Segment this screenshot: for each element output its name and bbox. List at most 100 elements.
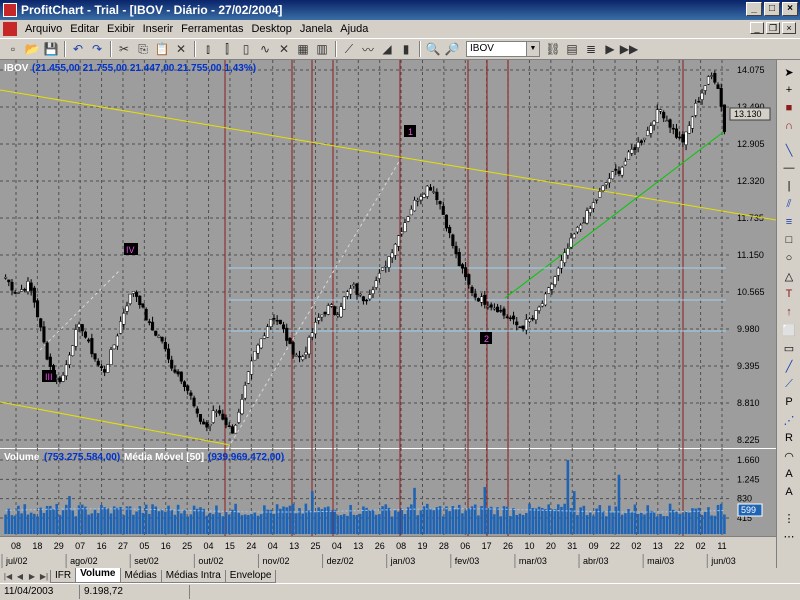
menu-arquivo[interactable]: Arquivo (25, 23, 63, 35)
close-button[interactable]: × (782, 2, 798, 16)
candle-body (716, 84, 720, 89)
label-tool-icon[interactable]: ⬜ (782, 325, 796, 337)
pointer-icon[interactable]: ➤ (784, 67, 794, 79)
candle-body (355, 283, 359, 295)
candle-body (109, 349, 113, 365)
menu-ferramentas[interactable]: Ferramentas (181, 23, 244, 35)
zoom-in-icon[interactable]: 🔍 (425, 42, 441, 56)
tab-nav-last-icon[interactable]: ▶| (39, 572, 49, 581)
volume-bar (250, 514, 253, 534)
buy-marker-icon[interactable]: P (785, 396, 793, 408)
price-tag-icon[interactable]: ▭ (783, 343, 795, 355)
undo-icon[interactable]: ↶ (72, 42, 84, 56)
save-icon[interactable]: 💾 (43, 42, 59, 56)
candle-outline-icon[interactable]: ▯ (242, 42, 250, 56)
tab-nav-next-icon[interactable]: ▶ (28, 572, 36, 581)
symbol-select[interactable]: IBOV ▼ (466, 41, 540, 57)
horizontal-ruler-icon[interactable]: ⋯ (783, 531, 795, 543)
candle-body (662, 112, 666, 119)
scroll-right-end-icon[interactable]: ▶▶ (619, 42, 639, 56)
link-icon[interactable]: ⛓ (545, 42, 561, 56)
mdi-close-button[interactable]: × (782, 22, 796, 34)
line-chart-icon[interactable]: ∿ (259, 42, 271, 56)
document-icon[interactable] (3, 22, 17, 36)
open-icon[interactable]: 📂 (24, 42, 40, 56)
magnet-icon[interactable]: ∩ (785, 120, 793, 132)
volume-chart[interactable]: 1.660 1.245 830 415 Volume (753.275.584,00)… (0, 448, 776, 536)
candle-body (329, 304, 334, 307)
paste-icon[interactable]: 📋 (154, 42, 170, 56)
price-chart[interactable]: 14.075 13.490 12.905 12.320 11.735 11.150 10.5… (0, 60, 776, 448)
menu-editar[interactable]: Editar (70, 23, 100, 35)
grid-icon[interactable]: ▦ (297, 42, 309, 56)
arc-icon[interactable]: ◠ (784, 451, 794, 463)
fibonacci-icon[interactable]: ≡ (785, 216, 793, 228)
quotes-icon[interactable]: ≣ (585, 42, 597, 56)
triangle-icon[interactable]: △ (784, 271, 794, 283)
tab-envelope[interactable]: Envelope (224, 570, 277, 583)
histogram-icon[interactable]: ▮ (402, 42, 410, 56)
wave-line-icon[interactable]: 〰 (361, 42, 374, 57)
volume-bar (633, 504, 637, 534)
redo-icon[interactable]: ↷ (91, 42, 103, 56)
gann-icon[interactable]: A (785, 468, 793, 480)
menu-ajuda[interactable]: Ajuda (340, 23, 369, 35)
text-tool-icon[interactable]: T (785, 288, 793, 300)
tab-nav-prev-icon[interactable]: ◀ (16, 572, 24, 581)
trendline-tool-icon[interactable]: ╲ (785, 145, 793, 157)
candle-body (604, 182, 608, 186)
volume-bar (410, 504, 413, 534)
crosshair-icon[interactable]: + (785, 84, 793, 96)
volume-bar (176, 504, 180, 534)
sell-marker-icon[interactable]: R (785, 432, 793, 444)
title-bar[interactable]: ProfitChart - Trial - [IBOV - Diário - 2… (0, 0, 800, 20)
horizontal-line-icon[interactable]: — (783, 162, 795, 174)
bar-chart-icon[interactable]: ⫾ (206, 41, 210, 56)
channel-tool-icon[interactable]: ⫽ (786, 198, 792, 210)
volume-bars-icon[interactable]: ▥ (316, 42, 328, 56)
volume-bar (266, 509, 269, 534)
scroll-right-icon[interactable]: ▶ (605, 42, 615, 56)
chart-area[interactable]: 14.075 13.490 12.905 12.320 11.735 11.150 10.5… (0, 60, 776, 568)
indicator-icon[interactable]: ✕ (278, 42, 290, 56)
minimize-button[interactable]: _ (746, 2, 762, 16)
trend-line-icon[interactable]: ⟋ (344, 41, 354, 56)
zoom-out-icon[interactable]: 🔎 (444, 42, 460, 56)
candle-body (323, 311, 327, 315)
cut-icon[interactable]: ✂ (118, 42, 130, 56)
chevron-down-icon[interactable]: ▼ (526, 42, 539, 56)
volume-header-value: (753.275.584,00) (44, 452, 120, 463)
delete-icon[interactable]: ✕ (175, 42, 187, 56)
mdi-restore-button[interactable]: ❐ (766, 22, 780, 34)
wave-label-iv-box (124, 243, 138, 255)
menu-inserir[interactable]: Inserir (142, 23, 174, 35)
maximize-button[interactable]: □ (764, 2, 780, 16)
vertical-line-icon[interactable]: | (787, 180, 791, 192)
fan-icon[interactable]: ⋰ (783, 415, 795, 427)
menu-desktop[interactable]: Desktop (251, 23, 292, 35)
area-chart-icon[interactable]: ◢ (382, 42, 392, 56)
channel-line (0, 401, 231, 446)
properties-icon[interactable]: ▤ (566, 42, 578, 56)
color-picker-icon[interactable]: ■ (785, 102, 793, 114)
arrow-up-icon[interactable]: ↑ (786, 306, 792, 318)
volume-bar (620, 514, 624, 534)
rectangle-icon[interactable]: □ (785, 234, 793, 246)
menu-exibir[interactable]: Exibir (107, 23, 135, 35)
new-icon[interactable]: ▫ (10, 42, 16, 56)
candle-chart-icon[interactable]: ⫿ (225, 41, 229, 56)
menu-janela[interactable]: Janela (299, 23, 333, 35)
tab-medias-intra[interactable]: Médias Intra (160, 570, 226, 583)
tab-nav-first-icon[interactable]: |◀ (3, 572, 13, 581)
speed-line-icon[interactable]: ⟋ (785, 378, 793, 390)
copy-icon[interactable]: ⎘ (138, 41, 148, 56)
vertical-ruler-icon[interactable]: ⋮ (783, 513, 795, 525)
mdi-minimize-button[interactable]: _ (750, 22, 764, 34)
regression-icon[interactable]: ╱ (785, 361, 793, 373)
tab-ifr[interactable]: IFR (50, 570, 77, 583)
tab-medias[interactable]: Médias (119, 570, 162, 583)
tab-volume[interactable]: Volume (75, 568, 121, 583)
toolbar-separator (419, 41, 421, 57)
ellipse-icon[interactable]: ○ (785, 252, 793, 264)
wave-counter-icon[interactable]: A (785, 486, 793, 498)
